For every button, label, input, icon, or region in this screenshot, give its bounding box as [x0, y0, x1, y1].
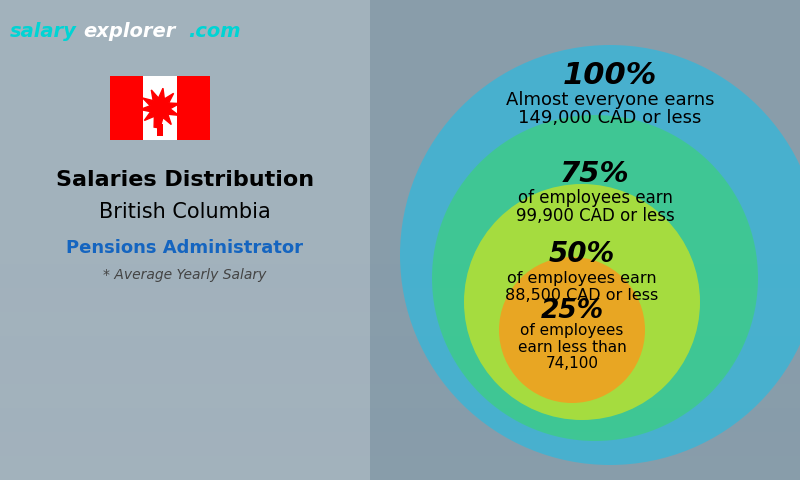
Polygon shape	[140, 88, 179, 128]
Circle shape	[464, 184, 700, 420]
Bar	[0, 216, 800, 240]
Bar	[0, 408, 800, 432]
Bar	[0, 336, 800, 360]
Text: .com: .com	[188, 22, 241, 41]
Text: 25%: 25%	[541, 298, 603, 324]
Bar	[0, 168, 800, 192]
Text: Pensions Administrator: Pensions Administrator	[66, 239, 303, 257]
Bar	[0, 312, 800, 336]
Circle shape	[432, 115, 758, 441]
Bar	[0, 120, 800, 144]
Bar	[0, 264, 800, 288]
Bar	[143, 76, 177, 140]
Bar	[0, 384, 800, 408]
Bar	[177, 76, 210, 140]
Text: * Average Yearly Salary: * Average Yearly Salary	[103, 268, 266, 282]
Text: explorer: explorer	[83, 22, 175, 41]
Text: British Columbia: British Columbia	[99, 202, 271, 222]
Bar	[0, 72, 800, 96]
Bar	[0, 48, 800, 72]
Bar	[0, 0, 800, 24]
Bar	[0, 192, 800, 216]
Text: 75%: 75%	[560, 160, 630, 188]
Bar	[0, 456, 800, 480]
Circle shape	[499, 257, 645, 403]
Text: of employees earn: of employees earn	[518, 189, 673, 207]
Bar	[0, 0, 370, 480]
Text: Almost everyone earns: Almost everyone earns	[506, 91, 714, 109]
Text: of employees: of employees	[520, 324, 624, 338]
Bar	[0, 144, 800, 168]
Text: of employees earn: of employees earn	[507, 271, 657, 286]
Text: 99,900 CAD or less: 99,900 CAD or less	[516, 207, 674, 225]
Bar	[0, 240, 800, 264]
Text: salary: salary	[10, 22, 77, 41]
Text: 74,100: 74,100	[546, 356, 598, 371]
Bar	[157, 124, 163, 136]
Text: earn less than: earn less than	[518, 339, 626, 355]
Bar	[0, 360, 800, 384]
Text: 100%: 100%	[563, 61, 657, 91]
Text: Salaries Distribution: Salaries Distribution	[56, 170, 314, 190]
Bar	[0, 432, 800, 456]
Bar	[0, 96, 800, 120]
Text: 149,000 CAD or less: 149,000 CAD or less	[518, 109, 702, 127]
Text: 88,500 CAD or less: 88,500 CAD or less	[506, 288, 658, 303]
Bar	[0, 24, 800, 48]
Bar	[0, 288, 800, 312]
Circle shape	[400, 45, 800, 465]
Bar	[110, 76, 143, 140]
Text: 50%: 50%	[549, 240, 615, 268]
